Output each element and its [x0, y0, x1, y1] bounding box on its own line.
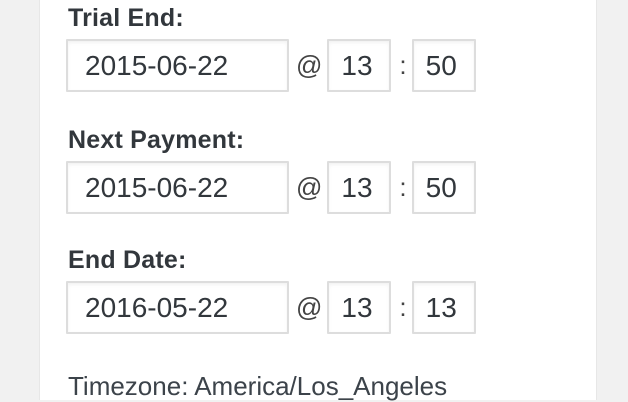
next-payment-date-input[interactable] [66, 161, 289, 214]
timezone-note: Timezone: America/Los_Angeles [68, 371, 448, 401]
trial-end-minute-input[interactable] [411, 39, 476, 92]
time-colon-separator: : [399, 292, 407, 322]
next-payment-input-row: @ : [66, 161, 596, 214]
time-colon-separator: : [399, 172, 407, 202]
next-payment-field-group: Next Payment: @ : [66, 128, 596, 214]
trial-end-field-group: Trial End: @ : [66, 6, 596, 92]
at-symbol: @ [296, 50, 323, 80]
at-symbol: @ [296, 292, 323, 322]
end-date-label: End Date: [68, 246, 187, 274]
at-symbol: @ [296, 172, 323, 202]
next-payment-minute-input[interactable] [411, 161, 476, 214]
time-colon-separator: : [399, 50, 407, 80]
trial-end-hour-input[interactable] [327, 39, 392, 92]
end-date-field-group: End Date: @ : [66, 248, 596, 334]
trial-end-label: Trial End: [68, 4, 184, 32]
trial-end-input-row: @ : [66, 39, 596, 92]
trial-end-date-input[interactable] [66, 39, 289, 92]
next-payment-hour-input[interactable] [327, 161, 392, 214]
date-fields-panel: Trial End: @ : Next Payment: @ : End Dat… [39, 0, 597, 401]
end-date-minute-input[interactable] [411, 281, 476, 334]
next-payment-label: Next Payment: [68, 126, 245, 154]
end-date-hour-input[interactable] [327, 281, 392, 334]
end-date-input-row: @ : [66, 281, 596, 334]
end-date-date-input[interactable] [66, 281, 289, 334]
